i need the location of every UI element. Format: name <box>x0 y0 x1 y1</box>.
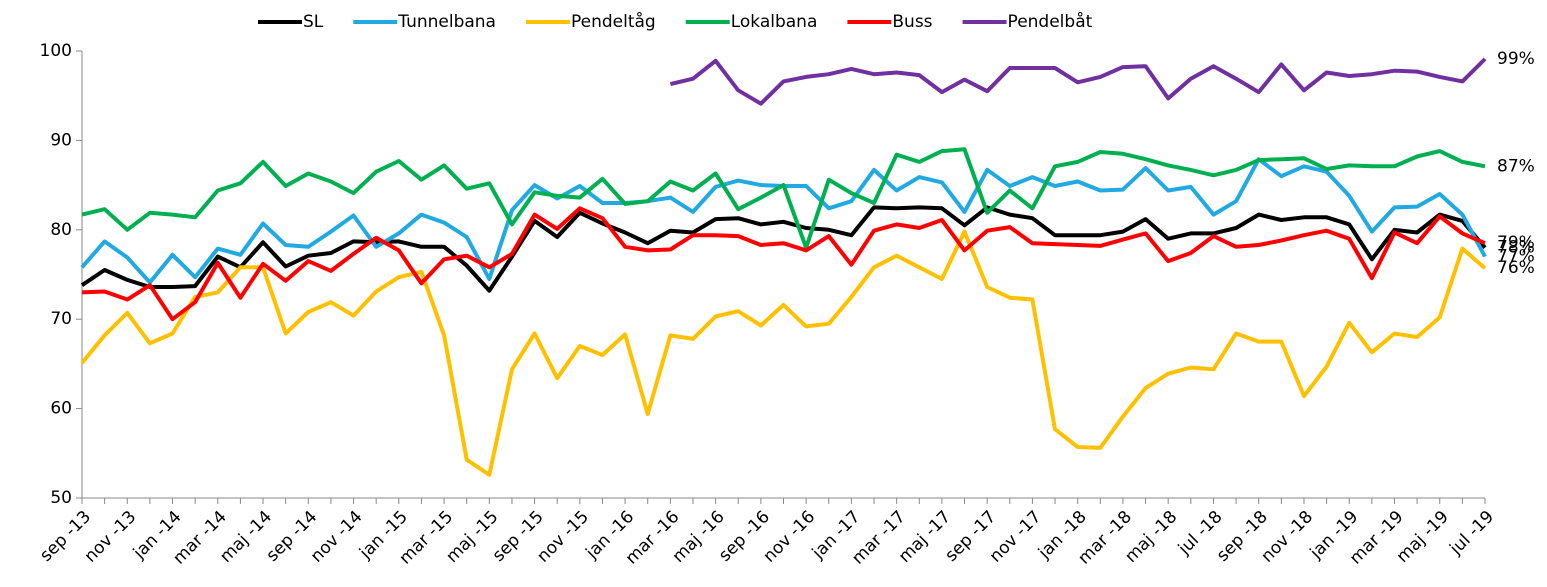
end-label: 77% <box>1497 247 1535 267</box>
series-line <box>81 147 1486 250</box>
end-label: 99% <box>1497 49 1535 69</box>
end-label: 76% <box>1497 258 1535 278</box>
series-line <box>80 229 1487 477</box>
legend-label: Lokalbana <box>731 12 818 32</box>
legend-label: Pendelbåt <box>1008 11 1093 32</box>
y-tick-label: 70 <box>50 309 72 329</box>
series-line <box>81 206 1486 322</box>
series-line <box>669 57 1487 106</box>
legend-label: Tunnelbana <box>397 12 496 32</box>
legend-label: Buss <box>892 12 932 32</box>
y-tick-label: 80 <box>50 220 72 240</box>
legend-label: SL <box>303 12 324 32</box>
end-label: 78% <box>1497 238 1535 258</box>
legend-label: Pendeltåg <box>571 11 656 32</box>
end-label: 87% <box>1497 156 1535 176</box>
x-tick-label: jul -19 <box>1445 507 1498 560</box>
y-tick-label: 90 <box>50 130 72 150</box>
end-label: 79% <box>1497 233 1535 253</box>
y-tick-label: 50 <box>50 488 72 508</box>
legend: SL Tunnelbana Pendeltåg Lokalbana Buss Pendel… <box>258 11 1093 32</box>
y-tick-label: 60 <box>50 399 72 419</box>
y-tick-label: 100 <box>40 41 72 61</box>
series-line <box>80 205 1487 293</box>
